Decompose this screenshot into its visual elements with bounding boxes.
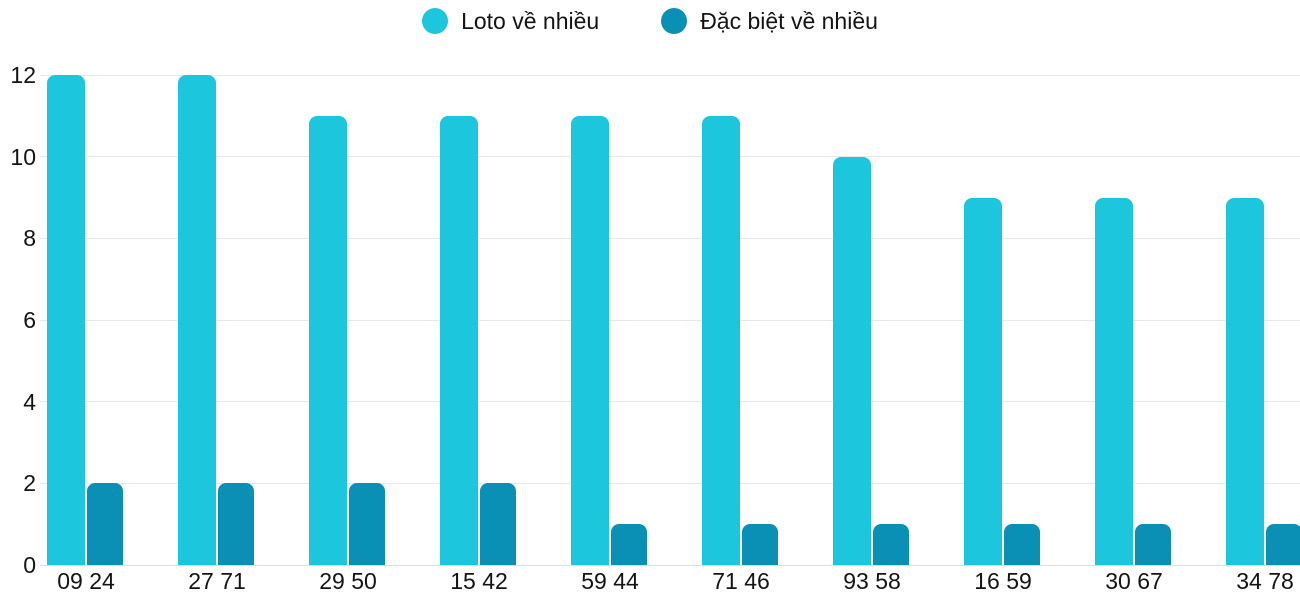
y-tick-label-8: 8 [23,225,36,252]
bar-dacbiet-8[interactable] [1135,524,1171,565]
legend-item-0[interactable]: Loto về nhiều [422,8,599,34]
bar-loto-3[interactable] [440,115,478,565]
x-tick-label-9: 34 78 [1236,568,1294,594]
bar-loto-5[interactable] [702,115,740,565]
bar-loto-2[interactable] [309,115,347,565]
bar-dacbiet-4[interactable] [611,524,647,565]
y-tick-label-10: 10 [10,143,36,170]
bar-dacbiet-5[interactable] [742,524,778,565]
y-tick-label-0: 0 [23,552,36,578]
bar-dacbiet-0[interactable] [87,483,123,565]
bar-loto-0[interactable] [47,75,85,565]
x-tick-label-8: 30 67 [1105,568,1163,594]
bar-loto-7[interactable] [964,197,1002,565]
bar-dacbiet-1[interactable] [218,483,254,565]
bar-dacbiet-6[interactable] [873,524,909,565]
y-tick-label-6: 6 [23,307,36,333]
x-tick-label-3: 15 42 [450,568,508,594]
x-tick-label-4: 59 44 [581,568,639,594]
gridline-y4 [40,401,1300,403]
bar-dacbiet-7[interactable] [1004,524,1040,565]
bar-dacbiet-9[interactable] [1266,524,1300,565]
bar-loto-1[interactable] [178,75,216,565]
y-tick-label-12: 12 [10,62,36,88]
gridline-y8 [40,237,1300,239]
x-tick-label-1: 27 71 [188,568,246,594]
gridline-y2 [40,482,1300,484]
bar-loto-6[interactable] [833,156,871,565]
gridline-y6 [40,319,1300,321]
x-tick-label-5: 71 46 [712,568,770,594]
bar-loto-8[interactable] [1095,197,1133,565]
legend-dot-icon [422,8,449,34]
bar-dacbiet-2[interactable] [349,483,385,565]
y-tick-label-2: 2 [23,470,36,497]
gridline-y10 [40,156,1300,158]
legend-label: Loto về nhiều [461,7,600,34]
x-tick-label-2: 29 50 [319,568,377,594]
x-tick-label-7: 16 59 [974,568,1032,594]
x-tick-label-6: 93 58 [843,568,901,594]
x-tick-label-0: 09 24 [57,568,115,594]
bar-loto-4[interactable] [571,115,609,565]
legend-dot-icon [661,8,688,34]
legend-item-1[interactable]: Đặc biệt về nhiều [661,8,878,34]
y-tick-label-4: 4 [23,388,36,415]
legend-label: Đặc biệt về nhiều [700,7,878,34]
bar-loto-9[interactable] [1226,197,1264,565]
gridline-y12 [40,74,1300,76]
bar-dacbiet-3[interactable] [480,483,516,565]
chart-legend: Loto về nhiều Đặc biệt về nhiều [0,8,1300,34]
x-axis-line [40,564,1300,566]
